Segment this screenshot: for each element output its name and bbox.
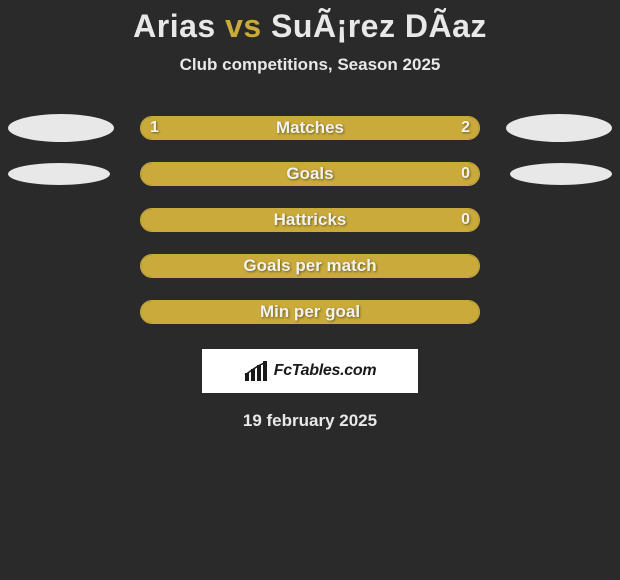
stat-row: Min per goal — [0, 289, 620, 335]
bars-icon — [244, 361, 268, 381]
stat-row: Hattricks0 — [0, 197, 620, 243]
comparison-card: Arias vs SuÃ¡rez DÃ­az Club competitions… — [0, 0, 620, 431]
stat-bar-left-fill — [141, 117, 242, 139]
snapshot-date: 19 february 2025 — [0, 411, 620, 431]
stat-bar-right-fill — [242, 117, 479, 139]
player-right-marker — [510, 163, 612, 185]
player-right-name: SuÃ¡rez DÃ­az — [271, 8, 487, 44]
stat-bar-left-fill — [141, 209, 479, 231]
stat-row: Matches12 — [0, 105, 620, 151]
stat-row: Goals0 — [0, 151, 620, 197]
stat-bar — [140, 300, 480, 324]
player-left-marker — [8, 163, 110, 185]
title-vs: vs — [225, 8, 262, 44]
stat-row: Goals per match — [0, 243, 620, 289]
subtitle: Club competitions, Season 2025 — [0, 55, 620, 75]
page-title: Arias vs SuÃ¡rez DÃ­az — [0, 8, 620, 45]
stat-bar-left-fill — [141, 301, 479, 323]
logo-text: FcTables.com — [274, 362, 377, 380]
stat-bar-left-fill — [141, 255, 479, 277]
stat-bar — [140, 162, 480, 186]
comparison-chart: Matches12Goals0Hattricks0Goals per match… — [0, 105, 620, 335]
stat-bar-left-fill — [141, 163, 479, 185]
player-right-marker — [506, 114, 612, 142]
stat-bar — [140, 254, 480, 278]
player-left-name: Arias — [133, 8, 216, 44]
source-logo: FcTables.com — [202, 349, 418, 393]
stat-bar — [140, 208, 480, 232]
stat-bar — [140, 116, 480, 140]
player-left-marker — [8, 114, 114, 142]
